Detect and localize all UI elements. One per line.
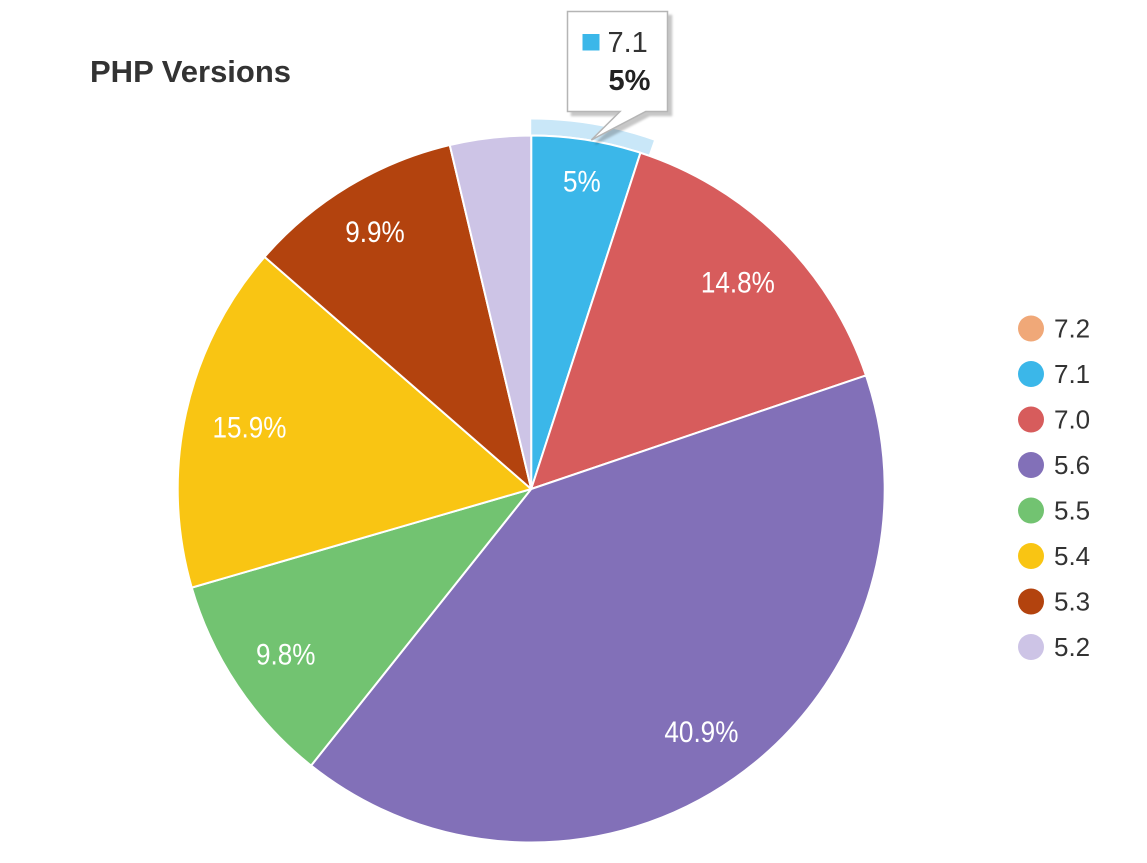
svg-text:40.9%: 40.9% [664,716,738,749]
svg-text:9.8%: 9.8% [256,638,315,671]
svg-text:9.9%: 9.9% [345,215,404,248]
svg-text:5.3: 5.3 [1054,587,1090,617]
svg-text:7.0: 7.0 [1054,405,1090,435]
svg-text:7.1: 7.1 [1054,359,1090,389]
svg-text:7.2: 7.2 [1054,314,1090,344]
svg-text:5.2: 5.2 [1054,632,1090,662]
svg-text:PHP Versions: PHP Versions [90,54,291,89]
svg-text:5%: 5% [609,65,651,97]
svg-text:5.4: 5.4 [1054,541,1090,571]
svg-text:5.6: 5.6 [1054,450,1090,480]
svg-text:5%: 5% [563,165,601,198]
svg-text:7.1: 7.1 [608,27,648,59]
svg-text:14.8%: 14.8% [701,266,775,299]
svg-text:15.9%: 15.9% [213,411,287,444]
svg-text:5.5: 5.5 [1054,496,1090,526]
